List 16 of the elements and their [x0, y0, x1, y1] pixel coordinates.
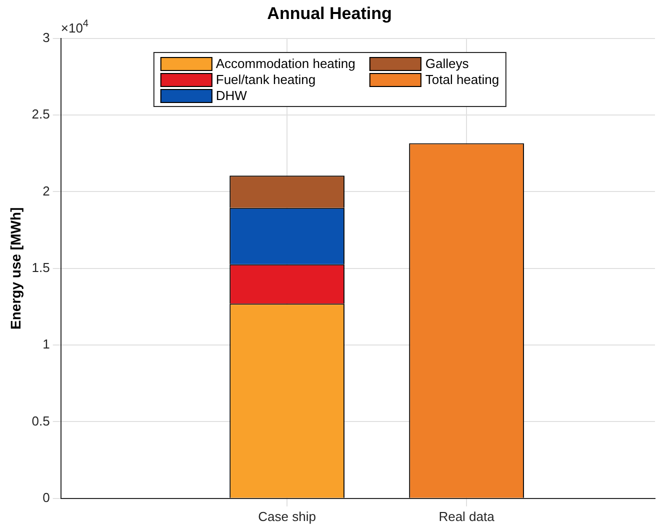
- x-tick-label: Case ship: [258, 508, 316, 524]
- y-tick-label: 3: [42, 30, 50, 45]
- y-tick-label: 0: [42, 490, 50, 505]
- y-tick-label: 2.5: [32, 106, 50, 122]
- chart-title: Annual Heating: [267, 4, 392, 23]
- legend-label: Fuel/tank heating: [216, 72, 316, 87]
- y-tick-label: 2: [42, 183, 50, 198]
- y-tick-label: 1.5: [32, 260, 50, 275]
- legend-label: Accommodation heating: [216, 56, 356, 71]
- y-tick-label: 1: [42, 336, 50, 352]
- y-tick-label: 0.5: [32, 413, 50, 428]
- legend-label: DHW: [216, 88, 247, 103]
- legend-label: Total heating: [425, 72, 500, 87]
- x-tick-label: Real data: [438, 508, 496, 524]
- legend-label: Galleys: [425, 56, 469, 71]
- y-axis-title: Energy use [MWh]: [7, 207, 24, 330]
